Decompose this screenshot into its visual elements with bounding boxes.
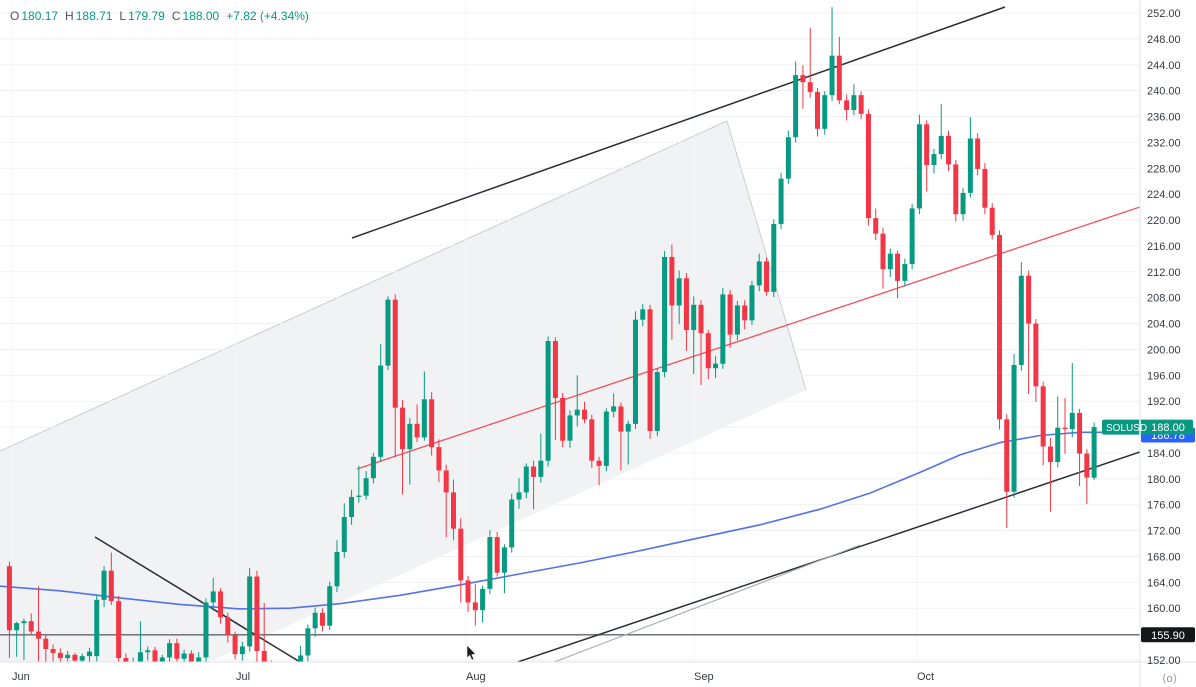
ohlc-legend: O 180.17 H 188.71 L 179.79 C 188.00 +7.82 (+4.34… <box>10 9 309 23</box>
svg-text:216.00: 216.00 <box>1147 241 1181 253</box>
time-axis-panel[interactable] <box>0 662 1196 687</box>
upper-channel-trendline[interactable] <box>351 6 1006 239</box>
mouse-cursor <box>466 644 477 661</box>
svg-text:232.00: 232.00 <box>1147 137 1181 149</box>
svg-text:Oct: Oct <box>917 671 934 683</box>
change-value: +7.82 (+4.34%) <box>226 9 309 23</box>
price-axis-labels: 252.00 248.00 244.00 240.00 236.00 232.00 228.… <box>1147 8 1181 667</box>
axis-corner-icon[interactable]: ⟨o⟩ <box>1162 672 1177 685</box>
svg-text:168.00: 168.00 <box>1147 551 1181 563</box>
svg-text:192.00: 192.00 <box>1147 396 1181 408</box>
svg-text:224.00: 224.00 <box>1147 189 1181 201</box>
svg-text:252.00: 252.00 <box>1147 8 1181 20</box>
svg-text:155.90: 155.90 <box>1151 630 1185 642</box>
svg-text:164.00: 164.00 <box>1147 577 1181 589</box>
svg-text:180.00: 180.00 <box>1147 474 1181 486</box>
gray-channel-edge-0[interactable] <box>0 120 728 452</box>
price-axis-panel[interactable] <box>1140 0 1196 687</box>
symbol-label: SOLUSD <box>1106 423 1147 434</box>
svg-text:244.00: 244.00 <box>1147 60 1181 72</box>
plot-area[interactable] <box>0 0 1140 687</box>
svg-text:208.00: 208.00 <box>1147 293 1181 305</box>
gray-channel-fill <box>0 121 806 662</box>
svg-text:220.00: 220.00 <box>1147 215 1181 227</box>
level-price-badge: 155.90 <box>1141 627 1195 643</box>
svg-text:176.00: 176.00 <box>1147 500 1181 512</box>
secondary-support-trendline[interactable] <box>536 544 861 669</box>
svg-text:Jul: Jul <box>236 671 250 683</box>
high-value: 188.71 <box>75 9 113 23</box>
svg-text:152.00: 152.00 <box>1147 655 1181 667</box>
svg-text:188.00: 188.00 <box>1151 422 1185 434</box>
low-label: L <box>119 9 127 23</box>
time-axis-labels: Jun Jul Aug Sep Oct <box>12 671 934 683</box>
close-label: C <box>171 9 181 23</box>
svg-text:240.00: 240.00 <box>1147 86 1181 98</box>
svg-text:184.00: 184.00 <box>1147 448 1181 460</box>
svg-text:160.00: 160.00 <box>1147 603 1181 615</box>
svg-text:200.00: 200.00 <box>1147 344 1181 356</box>
open-value: 180.17 <box>21 9 59 23</box>
svg-text:248.00: 248.00 <box>1147 34 1181 46</box>
red-ascending-trendline[interactable] <box>356 206 1140 470</box>
svg-text:Aug: Aug <box>466 671 486 683</box>
svg-text:236.00: 236.00 <box>1147 112 1181 124</box>
candlestick-series[interactable] <box>6 7 1097 687</box>
svg-text:Jun: Jun <box>12 671 30 683</box>
gray-channel-edge-1[interactable] <box>726 120 807 391</box>
open-label: O <box>10 9 20 23</box>
last-price-badge: SOLUSD 188.00 <box>1102 419 1193 435</box>
svg-text:204.00: 204.00 <box>1147 319 1181 331</box>
svg-text:228.00: 228.00 <box>1147 163 1181 175</box>
june-descending-trendline[interactable] <box>94 536 341 687</box>
svg-text:212.00: 212.00 <box>1147 267 1181 279</box>
low-value: 179.79 <box>128 9 165 23</box>
ma-line[interactable] <box>0 431 1140 610</box>
svg-text:196.00: 196.00 <box>1147 370 1181 382</box>
svg-text:172.00: 172.00 <box>1147 526 1181 538</box>
close-value: 188.00 <box>182 9 220 23</box>
svg-text:Sep: Sep <box>694 671 714 683</box>
high-label: H <box>65 9 74 23</box>
